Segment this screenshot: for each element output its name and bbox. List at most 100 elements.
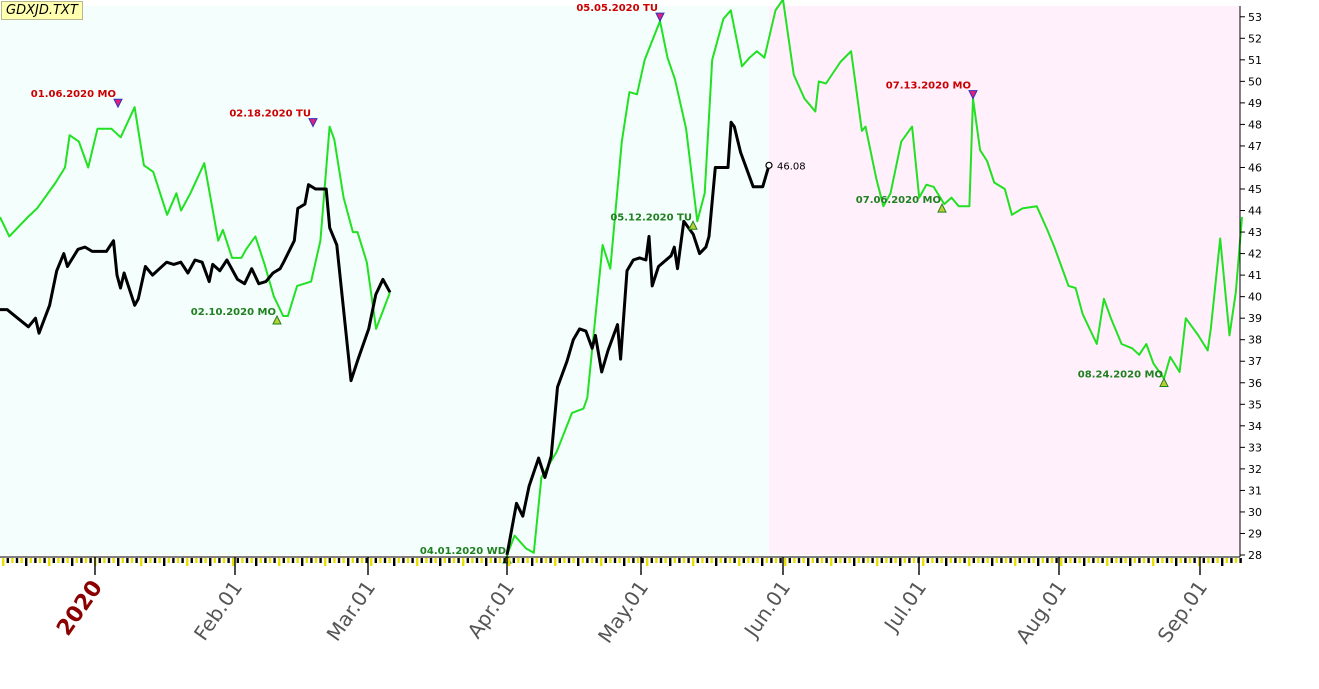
- x-minor-tick: [1207, 558, 1210, 563]
- x-minor-tick: [48, 558, 51, 566]
- x-minor-tick: [600, 558, 603, 566]
- x-minor-tick: [1193, 558, 1196, 563]
- x-minor-tick: [480, 558, 483, 563]
- x-minor-tick: [673, 558, 676, 563]
- x-minor-tick: [889, 558, 893, 563]
- x-minor-tick: [756, 558, 759, 563]
- x-minor-tick: [443, 558, 446, 563]
- x-tick-label: 2020: [52, 576, 108, 640]
- x-minor-tick: [452, 558, 456, 563]
- trough-marker: [937, 202, 947, 213]
- x-minor-tick: [577, 558, 580, 566]
- y-tick-label: 45: [1248, 183, 1262, 196]
- x-minor-tick: [1179, 558, 1182, 563]
- x-minor-tick: [503, 558, 506, 563]
- x-tick-label: Feb.01: [189, 576, 247, 645]
- x-minor-tick: [1046, 558, 1049, 563]
- x-minor-tick: [894, 558, 897, 563]
- x-minor-tick: [1027, 558, 1031, 563]
- annotation-label: 07.06.2020 MO: [856, 195, 941, 206]
- x-minor-tick: [347, 558, 350, 566]
- x-minor-tick: [733, 558, 736, 563]
- x-minor-tick: [908, 558, 911, 563]
- x-minor-tick: [586, 558, 589, 563]
- annotation-label: 07.13.2020 MO: [886, 81, 971, 92]
- x-minor-tick: [646, 558, 649, 566]
- x-minor-tick: [567, 558, 571, 563]
- x-minor-tick: [738, 558, 741, 566]
- x-minor-tick: [862, 558, 865, 563]
- x-minor-tick: [75, 558, 78, 563]
- x-tick-label: Aug.01: [1011, 576, 1071, 648]
- x-minor-tick: [963, 558, 966, 563]
- x-minor-tick: [563, 558, 566, 563]
- trough-marker: [688, 220, 698, 230]
- x-minor-tick: [241, 558, 244, 563]
- projection-region-background: [769, 6, 1240, 555]
- x-minor-tick: [268, 558, 272, 563]
- x-minor-tick: [190, 558, 193, 563]
- x-minor-tick: [11, 558, 14, 563]
- x-minor-tick: [632, 558, 635, 563]
- x-minor-tick: [388, 558, 391, 563]
- y-tick-label: 29: [1248, 527, 1262, 540]
- x-minor-tick: [314, 558, 318, 563]
- x-minor-tick: [857, 558, 860, 563]
- annotation-label: 05.12.2020 TU: [610, 212, 692, 223]
- y-tick-label: 51: [1248, 54, 1262, 67]
- x-minor-tick: [1221, 558, 1224, 566]
- x-minor-tick: [462, 558, 465, 566]
- x-minor-tick: [337, 558, 341, 563]
- x-minor-tick: [540, 558, 543, 563]
- x-minor-tick: [1000, 558, 1003, 563]
- x-minor-tick: [379, 558, 382, 563]
- x-minor-tick: [360, 558, 364, 563]
- x-minor-tick: [1023, 558, 1026, 563]
- x-minor-tick: [1216, 558, 1219, 563]
- x-minor-tick: [236, 558, 239, 563]
- x-minor-tick: [107, 558, 111, 563]
- x-minor-tick: [968, 558, 971, 566]
- chart-lines: 46.08: [0, 0, 1243, 556]
- x-minor-tick: [797, 558, 801, 563]
- x-minor-tick: [1202, 558, 1205, 563]
- x-minor-tick: [52, 558, 55, 563]
- peak-marker: [308, 118, 318, 128]
- x-minor-tick: [636, 558, 640, 563]
- x-minor-tick: [544, 558, 548, 563]
- x-minor-tick: [1041, 558, 1044, 563]
- x-minor-tick: [402, 558, 405, 563]
- x-minor-tick: [356, 558, 359, 563]
- x-minor-tick: [1175, 558, 1178, 566]
- x-minor-tick: [508, 558, 511, 566]
- x-minor-tick: [669, 558, 672, 566]
- x-minor-tick: [448, 558, 451, 563]
- x-minor-tick: [38, 558, 42, 563]
- x-minor-tick: [972, 558, 975, 563]
- x-minor-tick: [259, 558, 262, 563]
- price-line-segment: [0, 183, 392, 383]
- x-minor-tick: [701, 558, 704, 563]
- x-minor-tick: [1004, 558, 1008, 563]
- x-minor-tick: [526, 558, 529, 563]
- x-minor-tick: [715, 558, 718, 566]
- x-minor-tick: [1092, 558, 1095, 563]
- annotation-label: 04.01.2020 WD: [420, 546, 506, 557]
- x-minor-tick: [719, 558, 722, 563]
- x-minor-tick: [517, 558, 520, 563]
- y-tick-label: 44: [1248, 205, 1262, 218]
- x-minor-tick: [793, 558, 796, 563]
- x-minor-tick: [554, 558, 557, 566]
- x-minor-tick: [650, 558, 653, 563]
- x-minor-tick: [788, 558, 791, 563]
- y-axis: 28 29 30 31 32 33 34 35 36 37 38 39 40 41 42 43 44 45 46 47…: [1239, 6, 1262, 562]
- x-minor-tick: [370, 558, 373, 566]
- x-minor-tick: [57, 558, 60, 563]
- x-minor-tick: [264, 558, 267, 563]
- y-tick-label: 40: [1248, 291, 1262, 304]
- x-tick-label: Sep.01: [1153, 576, 1213, 647]
- x-minor-tick: [199, 558, 203, 563]
- peak-marker: [655, 12, 665, 23]
- x-minor-tick: [802, 558, 805, 563]
- x-minor-tick: [80, 558, 83, 563]
